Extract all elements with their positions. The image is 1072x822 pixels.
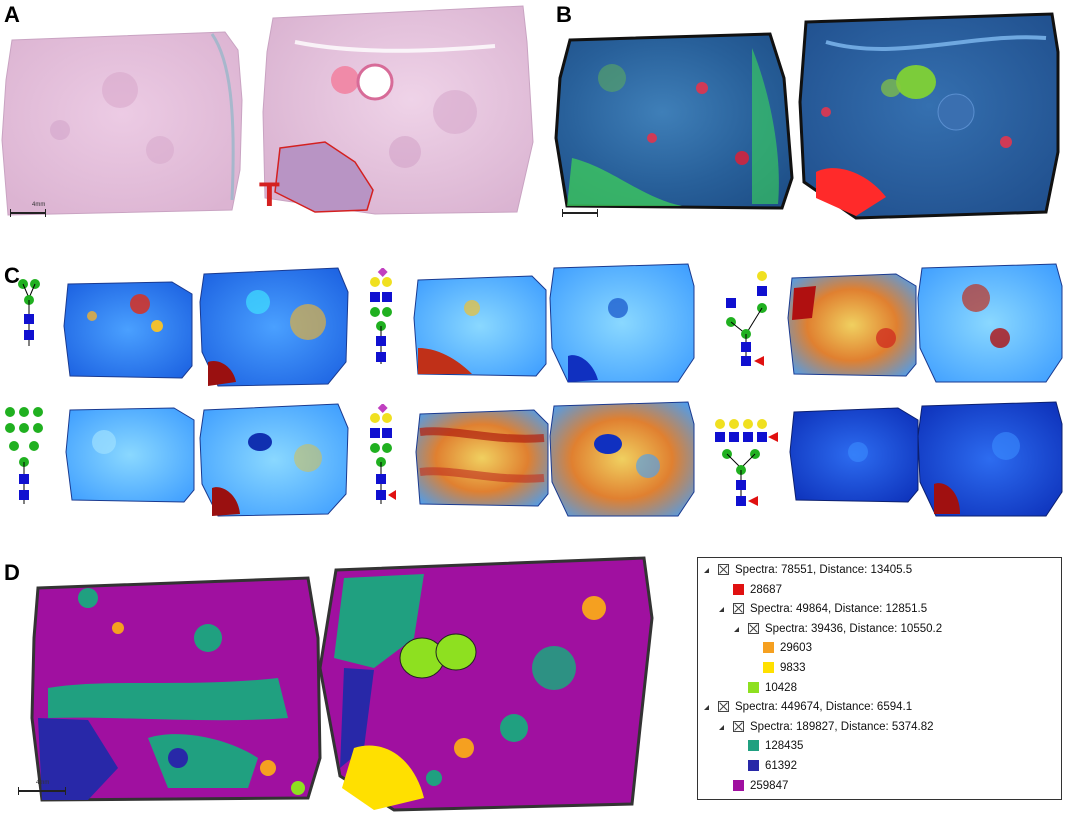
checkbox-x-icon[interactable] — [718, 701, 729, 713]
scale-bar-b — [562, 206, 602, 218]
tree-leaf[interactable]: 29603 — [698, 638, 1061, 658]
cluster-color-swatch — [748, 681, 759, 693]
collapse-triangle-icon[interactable] — [704, 705, 709, 711]
he-section-left — [1, 31, 243, 216]
collapse-triangle-icon[interactable] — [734, 626, 739, 632]
tree-node-label: Spectra: 449674, Distance: 6594.1 — [735, 701, 913, 714]
heatmap-r1-e — [787, 273, 917, 377]
glycan-structure-6 — [715, 419, 778, 506]
heatmap-r2-d — [549, 401, 695, 517]
tree-leaf-label: 61392 — [765, 760, 797, 772]
tree-leaf[interactable]: 128435 — [698, 736, 1061, 756]
heatmap-r2-b — [199, 403, 349, 517]
tree-node[interactable]: Spectra: 449674, Distance: 6594.1 — [698, 697, 1061, 717]
checkbox-x-icon[interactable] — [733, 603, 744, 615]
glycan-structure-5 — [370, 404, 396, 504]
tree-node[interactable]: Spectra: 189827, Distance: 5374.82 — [698, 717, 1061, 737]
collapse-triangle-icon[interactable] — [719, 724, 724, 730]
tree-leaf-label: 10428 — [765, 681, 797, 694]
glycan-structure-1 — [18, 279, 40, 346]
tree-leaf-label: 259847 — [750, 779, 789, 792]
heatmap-r2-e — [789, 407, 919, 503]
glycan-structure-3 — [726, 271, 767, 366]
heatmap-r2-f — [917, 401, 1063, 517]
tree-leaf-label: 29603 — [780, 642, 812, 655]
fluorescence-section-right — [798, 12, 1060, 220]
cluster-color-swatch — [763, 662, 774, 673]
glycan-structure-2 — [370, 268, 392, 364]
checkbox-x-icon[interactable] — [748, 622, 759, 634]
scale-bar-a: 4mm — [10, 202, 50, 218]
cluster-color-swatch — [733, 583, 744, 595]
he-section-right — [262, 5, 534, 215]
tree-node[interactable]: Spectra: 49864, Distance: 12851.5 — [698, 599, 1061, 619]
tree-node-label: Spectra: 78551, Distance: 13405.5 — [735, 564, 913, 576]
cluster-color-swatch — [748, 740, 759, 752]
panel-label-c: C — [4, 263, 20, 288]
tree-leaf[interactable]: 10428 — [698, 678, 1061, 698]
tree-leaf[interactable]: 28687 — [698, 580, 1061, 600]
cluster-tree-panel: Spectra: 78551, Distance: 13405.5 28687 Sp… — [697, 557, 1062, 800]
tumor-annotation: T — [259, 176, 280, 214]
fluorescence-section-left — [554, 32, 794, 210]
tree-node-label: Spectra: 189827, Distance: 5374.82 — [750, 720, 934, 733]
cluster-color-swatch — [733, 779, 744, 791]
checkbox-x-icon[interactable] — [718, 564, 729, 575]
heatmap-r1-f — [917, 263, 1063, 383]
tree-node-label: Spectra: 49864, Distance: 12851.5 — [750, 603, 928, 616]
scale-bar-d-label: 4mm — [36, 780, 50, 786]
tree-leaf-label: 28687 — [750, 583, 782, 596]
tree-leaf[interactable]: 61392 — [698, 756, 1061, 776]
collapse-triangle-icon[interactable] — [704, 568, 709, 573]
heatmap-r1-b — [199, 267, 349, 387]
segmentation-section-right — [318, 556, 654, 812]
cluster-color-swatch — [748, 760, 759, 771]
heatmap-r1-a — [63, 281, 193, 379]
heatmap-r2-c — [415, 409, 549, 507]
tree-node-label: Spectra: 39436, Distance: 10550.2 — [765, 622, 943, 635]
checkbox-x-icon[interactable] — [733, 720, 744, 732]
tree-leaf[interactable]: 9833 — [698, 658, 1061, 678]
tree-leaf-label: 128435 — [765, 740, 804, 753]
panel-label-b: B — [556, 2, 572, 27]
tree-leaf[interactable]: 259847 — [698, 776, 1061, 796]
panel-label-d: D — [4, 560, 20, 585]
scale-bar-label: 4mm — [32, 202, 46, 208]
collapse-triangle-icon[interactable] — [719, 607, 724, 613]
cluster-color-swatch — [763, 642, 774, 654]
tree-node[interactable]: Spectra: 78551, Distance: 13405.5 — [698, 560, 1061, 580]
glycan-structure-4 — [5, 407, 43, 504]
scale-bar-d: 4mm — [18, 780, 70, 796]
heatmap-r1-c — [413, 275, 547, 377]
panel-label-a: A — [4, 2, 20, 27]
heatmap-r2-a — [65, 407, 195, 503]
tree-leaf-label: 9833 — [780, 662, 806, 674]
tree-node[interactable]: Spectra: 39436, Distance: 10550.2 — [698, 619, 1061, 639]
segmentation-section-left — [30, 576, 322, 802]
heatmap-r1-d — [549, 263, 695, 383]
